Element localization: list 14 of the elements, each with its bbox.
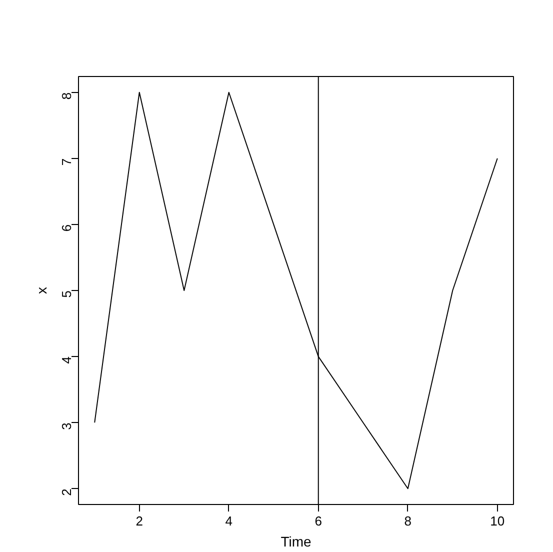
x-tick-label: 8: [404, 514, 412, 528]
y-tick-label: 7: [59, 158, 74, 166]
y-tick-label: 2: [59, 488, 74, 496]
x-tick-label: 2: [136, 514, 143, 528]
y-tick-label: 6: [59, 224, 74, 232]
x-tick-label: 6: [314, 514, 322, 528]
y-axis-title: x: [34, 287, 50, 294]
y-tick-label: 3: [59, 422, 74, 430]
x-tick-label: 10: [490, 514, 505, 528]
y-tick-label: 4: [59, 356, 74, 364]
y-tick-label: 8: [59, 92, 74, 100]
y-tick-label: 5: [59, 290, 74, 298]
x-axis-title: Time: [280, 534, 312, 550]
x-tick-label: 4: [225, 514, 232, 528]
